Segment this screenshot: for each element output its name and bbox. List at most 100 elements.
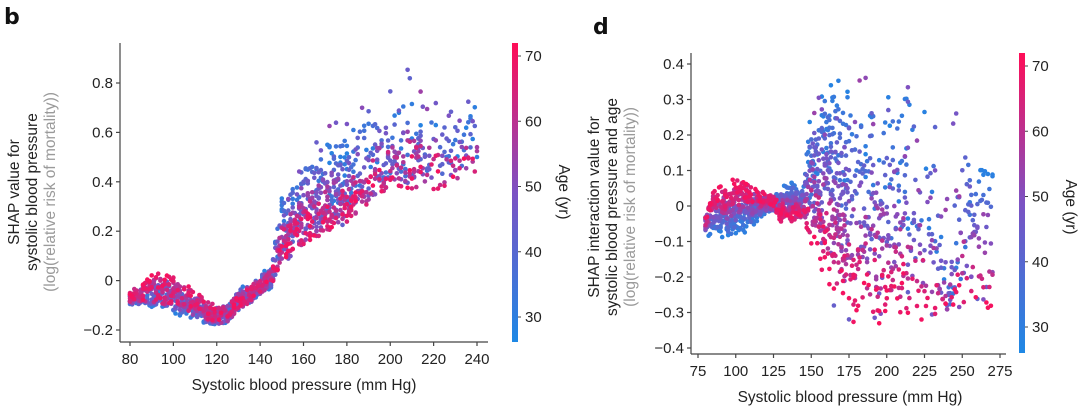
scatter-point [731, 211, 737, 216]
scatter-point [875, 230, 880, 236]
scatter-point [168, 293, 174, 299]
scatter-point [886, 95, 891, 100]
scatter-point [728, 213, 734, 219]
scatter-point [357, 190, 363, 196]
scatter-point [882, 172, 888, 178]
scatter-point [722, 188, 728, 193]
scatter-point [733, 217, 739, 223]
scatter-point [210, 317, 215, 323]
scatter-point [812, 183, 817, 189]
y-tick-label: −0.1 [654, 234, 684, 251]
scatter-point [264, 279, 269, 285]
scatter-point [218, 310, 224, 316]
scatter-point [914, 138, 920, 143]
scatter-point [899, 158, 905, 164]
scatter-point [281, 218, 287, 224]
scatter-point [840, 278, 846, 284]
scatter-point [843, 153, 849, 158]
scatter-point [216, 305, 222, 311]
scatter-point [985, 212, 991, 218]
colorbar-tick-label: 70 [525, 48, 542, 65]
scatter-point [338, 154, 343, 160]
scatter-point [361, 135, 367, 141]
scatter-point [812, 174, 817, 180]
scatter-point [893, 263, 899, 269]
scatter-point [175, 301, 180, 306]
scatter-point [901, 261, 906, 267]
scatter-point [816, 95, 822, 101]
scatter-point [448, 148, 454, 154]
scatter-point [870, 223, 876, 228]
scatter-point [368, 150, 374, 156]
colorbar-tick-label: 30 [525, 309, 542, 326]
scatter-point [851, 302, 856, 307]
scatter-point [840, 189, 846, 195]
scatter-point [834, 281, 840, 286]
scatter-point [366, 179, 371, 185]
scatter-point [736, 202, 742, 208]
scatter-point [398, 138, 404, 143]
scatter-point [784, 213, 790, 218]
scatter-point [836, 260, 841, 265]
scatter-point [890, 119, 896, 124]
scatter-point [433, 100, 439, 106]
scatter-point [335, 219, 341, 225]
x-tick-label: 150 [799, 363, 824, 380]
scatter-point [396, 183, 402, 188]
scatter-point [812, 234, 817, 240]
scatter-point [953, 188, 959, 193]
scatter-point [917, 242, 923, 247]
scatter-point [893, 226, 899, 232]
scatter-point [168, 277, 174, 283]
scatter-point [793, 190, 799, 195]
scatter-point [735, 178, 740, 183]
scatter-point [194, 298, 200, 303]
scatter-point [872, 251, 877, 256]
scatter-point [140, 293, 146, 299]
scatter-point [843, 272, 849, 277]
scatter-point [377, 167, 382, 173]
scatter-point [884, 155, 890, 161]
scatter-point [831, 94, 837, 100]
scatter-point [931, 163, 936, 169]
scatter-point [205, 300, 211, 305]
scatter-point [158, 278, 163, 283]
scatter-point [401, 130, 406, 135]
scatter-point [440, 171, 445, 176]
scatter-point [920, 257, 926, 263]
scatter-point [944, 307, 950, 312]
scatter-point [257, 278, 263, 284]
scatter-point [463, 125, 469, 130]
scatter-point [845, 89, 850, 95]
scatter-point [863, 233, 868, 238]
scatter-point [799, 192, 805, 198]
scatter-point [857, 183, 862, 188]
scatter-point [858, 224, 864, 229]
scatter-point [398, 165, 404, 170]
scatter-point [822, 163, 828, 168]
scatter-point [427, 153, 432, 159]
x-tick-label: 200 [874, 363, 899, 380]
scatter-point [344, 179, 350, 184]
scatter-point [778, 192, 784, 197]
scatter-point [281, 213, 287, 218]
scatter-point [905, 85, 911, 90]
scatter-point [424, 172, 430, 178]
scatter-point [793, 195, 799, 201]
x-tick-label: 75 [690, 363, 707, 380]
scatter-point [887, 162, 893, 168]
scatter-point [805, 206, 811, 212]
scatter-point [928, 250, 933, 255]
scatter-point [863, 174, 868, 180]
scatter-point [881, 267, 886, 273]
scatter-point [809, 241, 814, 246]
scatter-point [364, 147, 369, 153]
scatter-point [450, 163, 456, 169]
scatter-point [896, 183, 902, 188]
scatter-point [457, 139, 462, 145]
scatter-point [186, 284, 191, 289]
scatter-point [344, 182, 350, 188]
scatter-point [810, 141, 816, 146]
scatter-point [860, 247, 865, 253]
scatter-point [946, 291, 951, 296]
